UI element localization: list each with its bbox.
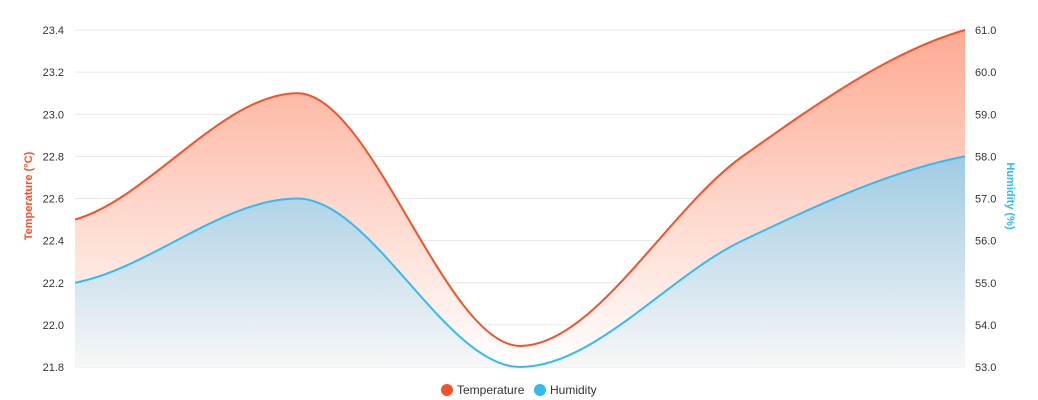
- legend-item-temperature[interactable]: Temperature: [441, 383, 525, 397]
- legend-label-temperature: Temperature: [457, 383, 525, 397]
- left-tick-label: 23.2: [43, 67, 64, 79]
- left-axis-ticks: 23.4 23.2 23.0 22.8 22.6 22.4 22.2 22.0 21.8: [43, 25, 64, 374]
- left-tick-label: 22.2: [43, 278, 64, 290]
- left-tick-label: 22.6: [43, 194, 64, 206]
- right-tick-label: 60.0: [975, 67, 996, 79]
- legend: Temperature Humidity: [441, 383, 597, 397]
- series-lines: [74, 29, 966, 369]
- right-tick-label: 57.0: [975, 194, 996, 206]
- right-tick-label: 54.0: [975, 320, 996, 332]
- right-tick-label: 53.0: [975, 362, 996, 374]
- legend-label-humidity: Humidity: [550, 383, 597, 397]
- right-tick-label: 58.0: [975, 151, 996, 163]
- left-tick-label: 22.4: [43, 236, 64, 248]
- right-tick-label: 61.0: [975, 25, 996, 37]
- area-humidity: [75, 156, 965, 367]
- left-tick-label: 22.8: [43, 151, 64, 163]
- line-humidity[interactable]: [74, 155, 966, 369]
- legend-marker-humidity: [534, 384, 546, 396]
- right-tick-label: 59.0: [975, 109, 996, 121]
- right-axis-ticks: 61.0 60.0 59.0 58.0 57.0 56.0 55.0 54.0 53.0: [975, 25, 996, 374]
- series-areas: [75, 30, 965, 367]
- right-tick-label: 55.0: [975, 278, 996, 290]
- legend-marker-temperature: [441, 384, 453, 396]
- left-tick-label: 22.0: [43, 320, 64, 332]
- right-axis-label: Humidity (%): [1004, 162, 1016, 230]
- line-temperature[interactable]: [74, 29, 966, 347]
- left-axis-label: Temperature (°C): [23, 151, 35, 240]
- left-tick-label: 21.8: [43, 362, 64, 374]
- left-tick-label: 23.0: [43, 109, 64, 121]
- right-tick-label: 56.0: [975, 236, 996, 248]
- left-tick-label: 23.4: [43, 25, 64, 37]
- legend-item-humidity[interactable]: Humidity: [534, 383, 597, 397]
